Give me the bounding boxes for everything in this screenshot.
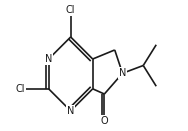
Text: O: O — [101, 116, 108, 126]
Text: Cl: Cl — [66, 5, 75, 15]
Text: N: N — [45, 54, 52, 64]
Text: Cl: Cl — [15, 84, 25, 94]
Text: N: N — [119, 68, 126, 78]
Text: N: N — [67, 106, 74, 116]
